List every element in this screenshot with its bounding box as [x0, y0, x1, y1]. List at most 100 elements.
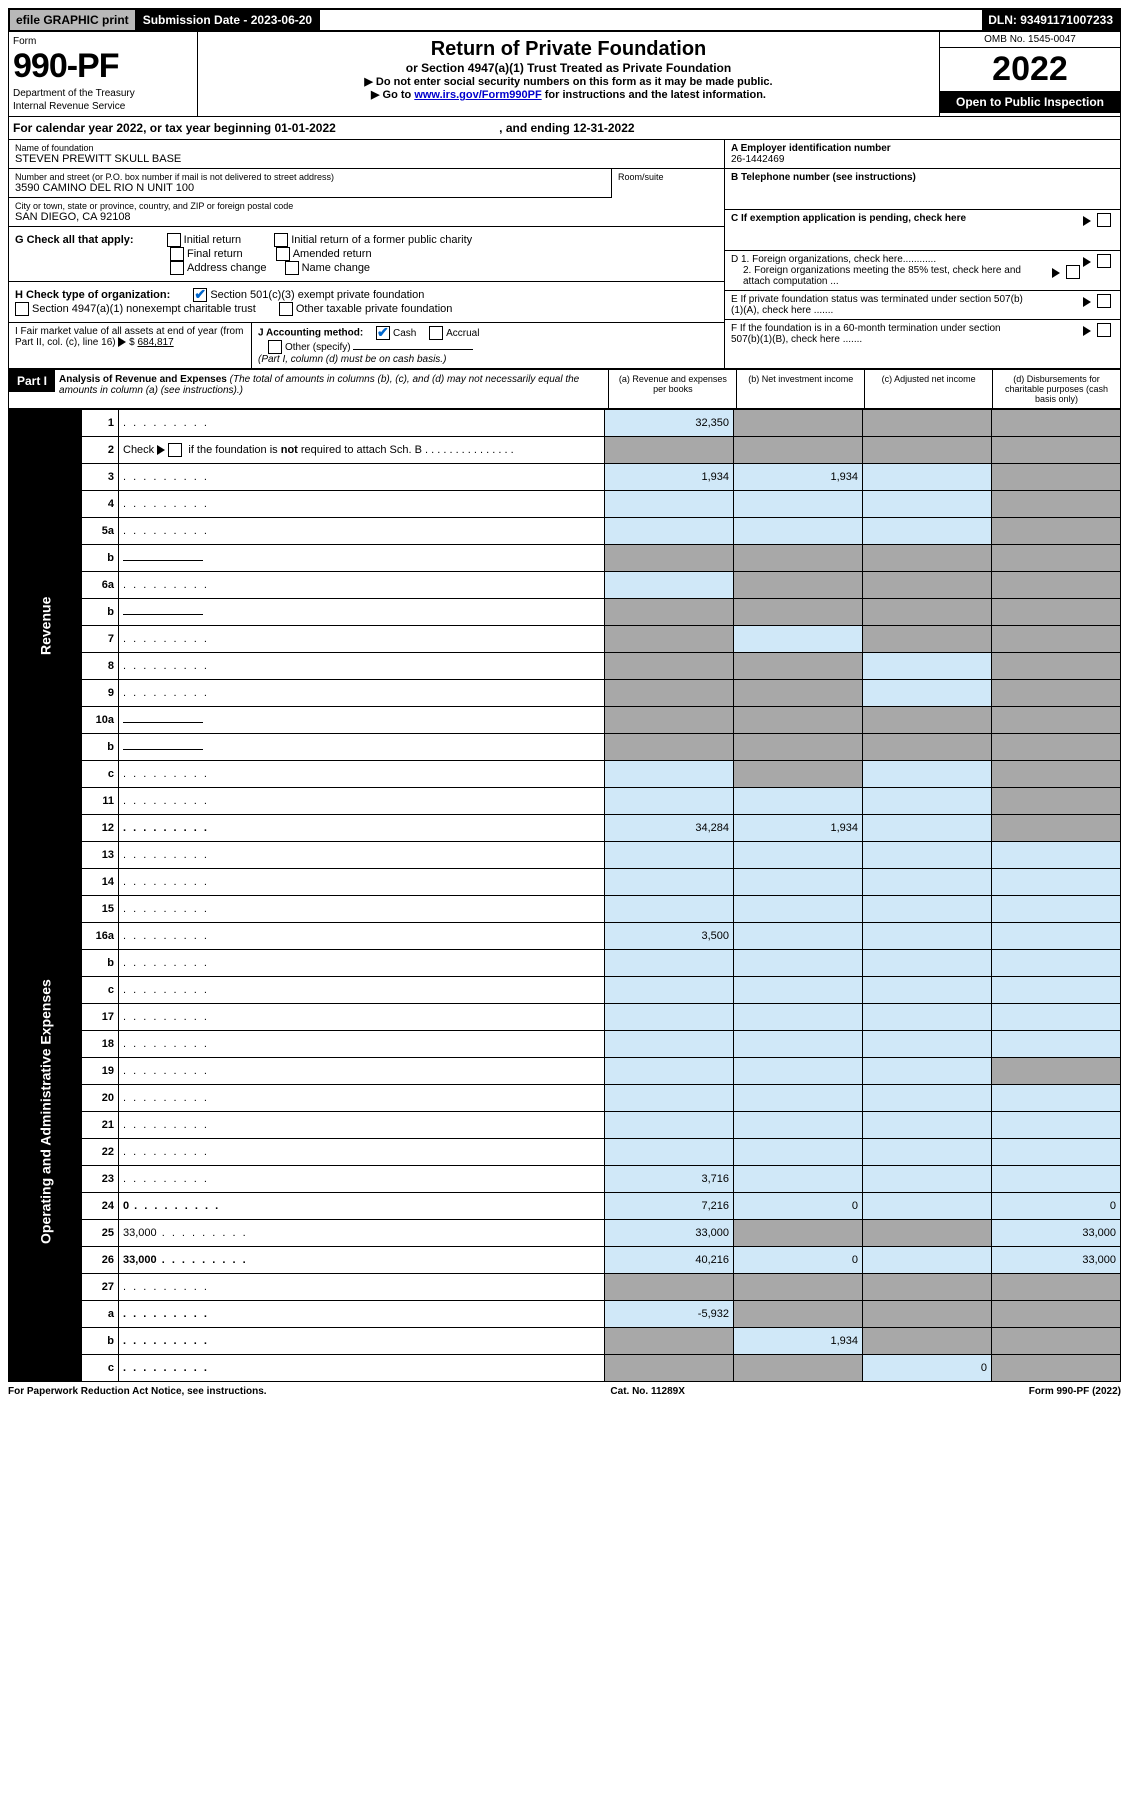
- cell-col-b: 0: [734, 1193, 863, 1220]
- cell-col-a: 32,350: [605, 410, 734, 437]
- cell-col-a: [605, 1085, 734, 1112]
- cell-col-c: [863, 653, 992, 680]
- cell-col-d: [992, 518, 1121, 545]
- line-number: b: [82, 599, 119, 626]
- cell-col-d: [992, 1166, 1121, 1193]
- cell-col-c: [863, 1166, 992, 1193]
- cell-col-a: [605, 734, 734, 761]
- name-change-checkbox[interactable]: [285, 261, 299, 275]
- irs-link[interactable]: www.irs.gov/Form990PF: [414, 89, 541, 101]
- f-label: F If the foundation is in a 60-month ter…: [731, 323, 1031, 345]
- line-description: [119, 518, 605, 545]
- line-number: 14: [82, 869, 119, 896]
- table-row: 2533,00033,00033,000: [9, 1220, 1121, 1247]
- cell-col-c: [863, 788, 992, 815]
- line-description: [119, 950, 605, 977]
- cell-col-d: [992, 653, 1121, 680]
- dln-value: 93491171007233: [1020, 13, 1113, 27]
- cell-col-c: [863, 1085, 992, 1112]
- accrual-checkbox[interactable]: [429, 326, 443, 340]
- city-label: City or town, state or province, country…: [15, 201, 718, 211]
- line-description: [119, 1058, 605, 1085]
- c-checkbox[interactable]: [1097, 213, 1111, 227]
- cell-col-a: [605, 572, 734, 599]
- line-description: [119, 1085, 605, 1112]
- cell-col-c: [863, 1193, 992, 1220]
- cell-col-a: 3,500: [605, 923, 734, 950]
- line-description: [119, 788, 605, 815]
- footer-mid: Cat. No. 11289X: [610, 1386, 684, 1397]
- cell-col-b: [734, 1004, 863, 1031]
- address-change-checkbox[interactable]: [170, 261, 184, 275]
- ein-value: 26-1442469: [731, 154, 784, 165]
- cell-col-c: [863, 1328, 992, 1355]
- dln-label: DLN:: [988, 13, 1020, 27]
- line-number: 4: [82, 491, 119, 518]
- d1-checkbox[interactable]: [1097, 254, 1111, 268]
- instr-1: ▶ Do not enter social security numbers o…: [204, 75, 933, 88]
- efile-button[interactable]: efile GRAPHIC print: [10, 10, 137, 30]
- cell-col-c: [863, 410, 992, 437]
- cell-col-b: [734, 923, 863, 950]
- open-public: Open to Public Inspection: [940, 91, 1120, 113]
- other-spec-checkbox[interactable]: [268, 340, 282, 354]
- initial-return-checkbox[interactable]: [167, 233, 181, 247]
- cell-col-c: [863, 1031, 992, 1058]
- table-row: 1234,2841,934: [9, 815, 1121, 842]
- table-row: 27: [9, 1274, 1121, 1301]
- g-opt-4: Address change: [187, 262, 267, 274]
- 4947-checkbox[interactable]: [15, 302, 29, 316]
- other-taxable-checkbox[interactable]: [279, 302, 293, 316]
- table-row: 19: [9, 1058, 1121, 1085]
- g-opt-0: Initial return: [184, 234, 241, 246]
- calyear-begin: For calendar year 2022, or tax year begi…: [13, 121, 336, 135]
- cell-col-a: [605, 653, 734, 680]
- table-row: 10a: [9, 707, 1121, 734]
- table-row: 15: [9, 896, 1121, 923]
- line-description: [119, 653, 605, 680]
- cell-col-b: [734, 1139, 863, 1166]
- header-center: Return of Private Foundation or Section …: [198, 32, 939, 116]
- cell-col-a: [605, 788, 734, 815]
- line-number: 18: [82, 1031, 119, 1058]
- table-row: c: [9, 977, 1121, 1004]
- 501c3-checkbox[interactable]: [193, 288, 207, 302]
- line-description: [119, 1112, 605, 1139]
- f-checkbox[interactable]: [1097, 323, 1111, 337]
- cash-checkbox[interactable]: [376, 326, 390, 340]
- c-label: C If exemption application is pending, c…: [731, 213, 966, 224]
- table-row: 9: [9, 680, 1121, 707]
- part1-badge: Part I: [9, 370, 55, 408]
- g-opt-2: Final return: [187, 248, 243, 260]
- part1-header: Part I Analysis of Revenue and Expenses …: [8, 369, 1121, 409]
- f-arrow-icon: [1083, 326, 1091, 336]
- line-number: 10a: [82, 707, 119, 734]
- table-row: b: [9, 734, 1121, 761]
- cell-col-c: [863, 1139, 992, 1166]
- line-number: 11: [82, 788, 119, 815]
- initial-former-checkbox[interactable]: [274, 233, 288, 247]
- cell-col-a: [605, 1139, 734, 1166]
- line-description: [119, 1355, 605, 1382]
- cell-col-c: [863, 734, 992, 761]
- cell-col-b: [734, 788, 863, 815]
- form-label: Form: [13, 36, 193, 47]
- cell-col-c: [863, 572, 992, 599]
- form-subtitle: or Section 4947(a)(1) Trust Treated as P…: [204, 61, 933, 75]
- ein-cell: A Employer identification number 26-1442…: [725, 140, 1120, 169]
- e-cell: E If private foundation status was termi…: [725, 291, 1120, 320]
- cell-col-a: 7,216: [605, 1193, 734, 1220]
- cell-col-b: [734, 869, 863, 896]
- cell-col-d: 33,000: [992, 1247, 1121, 1274]
- e-label: E If private foundation status was termi…: [731, 294, 1031, 316]
- final-return-checkbox[interactable]: [170, 247, 184, 261]
- e-checkbox[interactable]: [1097, 294, 1111, 308]
- amended-return-checkbox[interactable]: [276, 247, 290, 261]
- h-label: H Check type of organization:: [15, 289, 170, 301]
- arrow-icon: [118, 337, 126, 347]
- revenue-side-label: Revenue: [9, 410, 82, 842]
- d2-checkbox[interactable]: [1066, 265, 1080, 279]
- form-title: Return of Private Foundation: [204, 38, 933, 61]
- cell-col-a: 1,934: [605, 464, 734, 491]
- instr-2: ▶ Go to www.irs.gov/Form990PF for instru…: [204, 88, 933, 101]
